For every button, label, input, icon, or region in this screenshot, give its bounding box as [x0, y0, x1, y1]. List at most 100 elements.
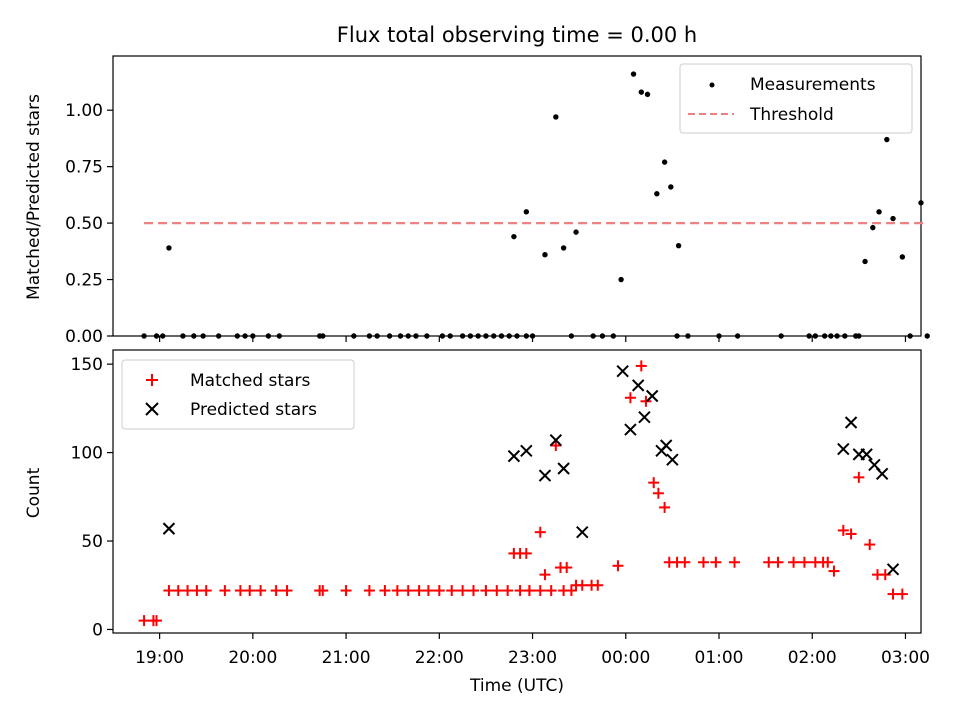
- top-y-tick-label: 1.00: [65, 101, 103, 121]
- predicted-point: [875, 467, 889, 481]
- legend-marker-predicted: [145, 402, 159, 416]
- measurement-point: [553, 114, 559, 120]
- measurement-point: [200, 333, 206, 339]
- measurement-point: [884, 136, 890, 143]
- measurement-point: [166, 245, 172, 251]
- matched-point: [612, 560, 624, 572]
- matched-point: [270, 585, 282, 597]
- measurement-point: [899, 254, 906, 260]
- measurement-point: [475, 333, 481, 339]
- top-legend: Measurements Threshold: [679, 63, 913, 134]
- measurement-point: [590, 333, 596, 339]
- measurement-point: [506, 333, 512, 339]
- matched-point: [864, 539, 876, 551]
- bottom-x-tick-label: 19:00: [135, 648, 184, 668]
- measurement-point: [397, 333, 404, 339]
- matched-point: [413, 585, 425, 597]
- matched-point: [422, 585, 434, 597]
- bottom-y-axis-label: Count: [24, 467, 44, 518]
- matched-point: [788, 556, 800, 568]
- matched-point: [545, 585, 557, 597]
- matched-point: [379, 585, 391, 597]
- bottom-chart: Count Time (UTC) 0 50 100 150 19:00 20:00 21:…: [24, 349, 930, 696]
- matched-point: [402, 585, 414, 597]
- matched-point: [172, 585, 184, 597]
- predicted-point: [616, 365, 629, 378]
- bottom-legend-box: [121, 359, 355, 430]
- matched-point: [710, 556, 722, 568]
- measurement-point: [890, 215, 896, 222]
- predicted-point: [837, 442, 850, 456]
- measurement-point: [511, 233, 517, 240]
- legend-label-matched: Matched stars: [190, 371, 310, 391]
- measurement-point: [523, 209, 530, 215]
- measurement-point: [180, 333, 186, 339]
- measurement-point: [523, 333, 530, 339]
- top-x-ticks: [159, 336, 907, 342]
- matched-point: [648, 477, 660, 489]
- matched-point: [887, 588, 899, 600]
- matched-point: [763, 556, 775, 568]
- matched-point: [255, 585, 267, 597]
- matched-point: [640, 395, 652, 407]
- measurement-point: [405, 333, 411, 339]
- measurement-point: [778, 333, 784, 339]
- measurement-point: [918, 200, 924, 206]
- measurement-point: [568, 333, 575, 339]
- legend-label-threshold: Threshold: [749, 105, 834, 125]
- bottom-x-tick-label: 21:00: [322, 648, 371, 668]
- predicted-point: [638, 411, 651, 424]
- measurement-point: [644, 91, 651, 98]
- matched-point: [576, 579, 588, 591]
- matched-point: [624, 392, 636, 404]
- bottom-x-ticks: 19:00 20:00 21:00 22:00 23:00 00:00 01:00 02:00…: [135, 633, 930, 668]
- matched-point: [561, 562, 573, 574]
- measurement-point: [265, 333, 272, 339]
- measurement-point: [560, 245, 567, 251]
- measurement-point: [160, 333, 166, 339]
- predicted-point: [886, 563, 900, 576]
- matched-point: [446, 585, 458, 597]
- matched-point: [729, 556, 741, 568]
- matched-point: [433, 585, 445, 597]
- top-legend-box: [679, 63, 913, 134]
- measurement-point: [821, 333, 828, 339]
- measurement-point: [812, 333, 819, 339]
- matched-point: [391, 585, 403, 597]
- measurement-point: [366, 333, 373, 339]
- matched-point: [281, 585, 293, 597]
- measurement-point: [447, 333, 453, 339]
- matched-point: [163, 585, 175, 597]
- top-chart: Flux total observing time = 0.00 h Match…: [24, 23, 930, 347]
- top-y-ticks: 0.00 0.25 0.50 0.75 1.00: [65, 101, 113, 347]
- matched-point: [652, 487, 664, 499]
- measurement-point: [483, 333, 489, 339]
- matched-point: [550, 440, 562, 452]
- measurement-point: [876, 209, 882, 215]
- measurement-point: [351, 333, 357, 339]
- matched-point: [502, 585, 514, 597]
- measurement-point: [661, 159, 668, 165]
- predicted-point: [507, 449, 521, 463]
- matched-point: [772, 556, 784, 568]
- predicted-point: [538, 469, 552, 482]
- predicted-point: [624, 423, 637, 436]
- matched-point: [659, 501, 671, 513]
- predicted-point: [557, 462, 570, 475]
- measurement-point: [374, 333, 380, 339]
- measurement-point: [924, 333, 930, 339]
- measurement-point: [599, 333, 606, 339]
- matched-point: [798, 556, 810, 568]
- measurement-point: [498, 333, 505, 339]
- matched-point: [828, 565, 840, 577]
- measurement-point: [618, 276, 624, 283]
- predicted-point: [549, 433, 563, 447]
- matched-point: [514, 585, 526, 597]
- legend-label-measurements: Measurements: [750, 75, 876, 95]
- measurement-point: [320, 333, 326, 339]
- predicted-point: [860, 448, 873, 461]
- matched-point: [534, 585, 546, 597]
- matched-point: [520, 547, 532, 559]
- matched-point: [697, 556, 709, 568]
- matched-point: [182, 585, 194, 597]
